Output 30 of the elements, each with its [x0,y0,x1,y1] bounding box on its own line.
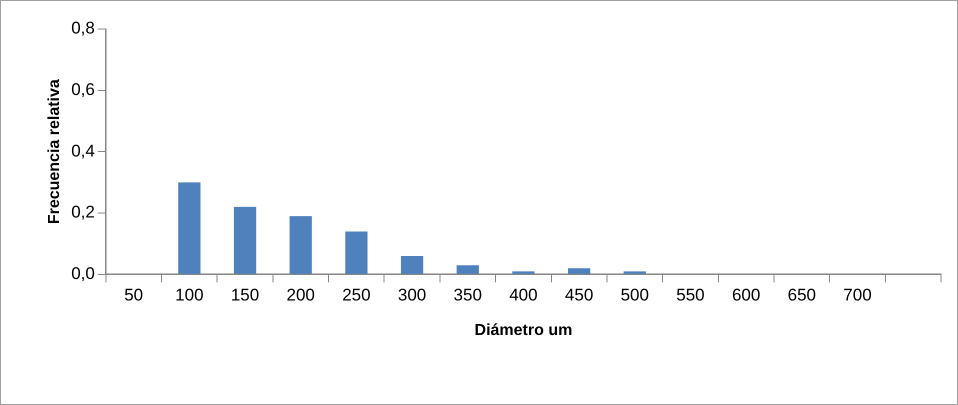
x-tick-label: 500 [620,285,649,304]
y-tick-label: 0,0 [71,264,95,284]
bar [568,268,590,274]
x-tick-label: 300 [398,285,426,304]
y-axis-title: Frecuencia relativa [46,79,64,224]
x-tick-label: 50 [124,285,144,304]
x-tick-label: 250 [342,285,371,304]
x-tick-label: 200 [286,285,315,304]
bar [624,271,646,274]
bar [512,271,535,274]
y-tick-label: 0,2 [71,202,95,222]
bar [290,216,312,274]
x-tick-label: 400 [509,285,538,304]
x-tick-label: 150 [230,285,260,304]
bar [456,265,479,274]
x-tick-label: 100 [175,285,204,304]
bar [345,231,368,274]
y-tick-label: 0,8 [71,18,95,38]
x-axis-title: Diámetro um [474,322,572,339]
x-tick-label: 650 [788,285,816,304]
x-tick-label: 600 [732,285,760,304]
x-tick-label: 550 [676,285,705,304]
y-tick-label: 0,4 [71,141,95,160]
bar [400,256,424,274]
x-tick-label: 700 [843,285,872,304]
y-tick-label: 0,6 [71,80,95,100]
bar [178,182,200,274]
x-tick-label: 350 [454,285,482,304]
bar [234,206,256,274]
x-tick-label: 450 [564,285,594,304]
